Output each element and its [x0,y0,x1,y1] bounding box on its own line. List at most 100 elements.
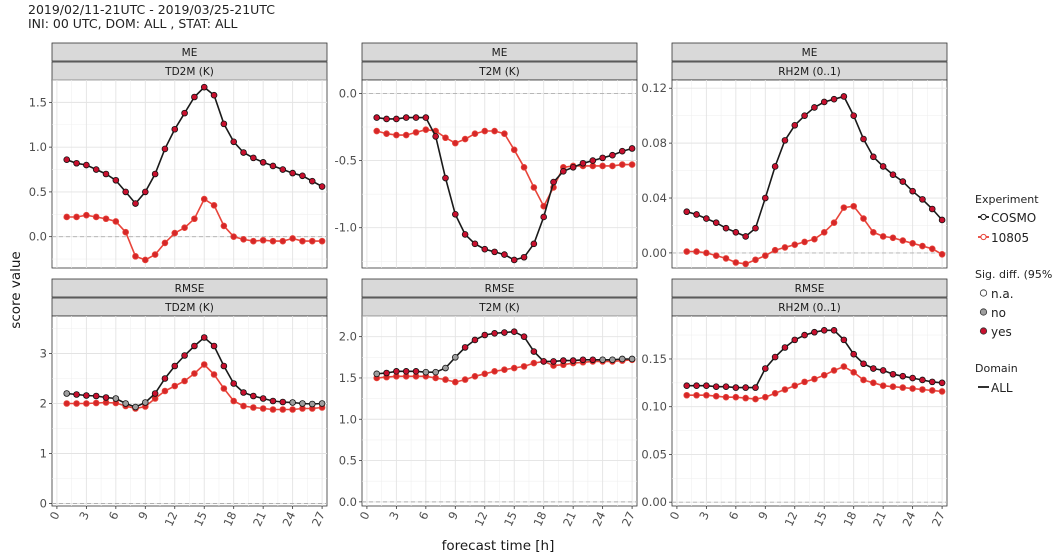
x-tick-label: 24 [279,509,298,528]
data-point-cosmo [520,253,528,261]
data-point-10805 [928,387,936,394]
data-point-cosmo [599,154,606,162]
data-point-cosmo [599,356,606,364]
data-point-cosmo [830,327,838,334]
y-tick-label: 1.5 [339,371,357,385]
data-point-cosmo [481,331,489,339]
data-point-cosmo [609,356,616,364]
data-point-cosmo [550,178,557,186]
y-tick-label: 1 [40,447,47,461]
data-point-cosmo [250,392,257,400]
data-point-cosmo [299,400,306,407]
data-point-10805 [299,237,306,245]
data-point-cosmo [919,376,926,384]
data-point-10805 [732,259,740,266]
data-point-cosmo [161,375,169,382]
data-point-10805 [92,213,100,221]
data-point-cosmo [722,383,730,390]
data-point-10805 [693,391,700,399]
data-point-cosmo [579,356,587,364]
data-point-cosmo [181,352,188,359]
variable-strip-label: TD2M (K) [164,66,214,78]
data-point-cosmo [771,163,779,170]
data-point-cosmo [83,392,90,399]
data-point-cosmo [742,384,749,391]
data-point-10805 [820,371,828,379]
data-point-10805 [703,391,710,399]
data-point-cosmo [712,219,720,227]
data-point-cosmo [550,358,557,365]
data-point-10805 [210,371,218,378]
data-point-cosmo [928,205,936,213]
data-point-cosmo [269,162,277,170]
data-point-cosmo [412,368,420,375]
x-tick-label: 21 [560,509,579,528]
stat-strip [51,278,328,298]
data-point-cosmo [132,403,139,411]
data-point-10805 [200,195,208,203]
data-point-cosmo [373,370,381,378]
legend-sig-title: Sig. diff. (95%) [975,268,1052,281]
data-point-cosmo [491,248,498,256]
data-point-cosmo [73,159,80,167]
legend-experiment-10805-label: 10805 [991,231,1030,245]
data-point-10805 [220,222,228,230]
data-point-cosmo [909,374,916,382]
y-tick-label: 0.0 [339,495,357,509]
data-point-cosmo [289,169,296,177]
data-point-cosmo [122,400,129,407]
data-point-cosmo [432,133,439,140]
data-point-cosmo [308,400,316,408]
data-point-cosmo [481,245,489,253]
data-point-10805 [432,374,439,382]
y-tick-label: 0.5 [29,185,47,199]
x-tick-label: 12 [782,509,801,528]
data-point-10805 [909,239,916,247]
data-point-cosmo [801,112,808,119]
data-point-10805 [919,242,926,250]
data-point-cosmo [712,383,720,390]
x-tick-label: 15 [501,509,520,528]
data-point-cosmo [92,392,100,400]
y-tick-label: 0.15 [641,352,667,366]
variable-strip-label: RH2M (0..1) [778,302,841,314]
data-point-cosmo [589,356,597,364]
data-point-10805 [279,406,287,413]
panel-6: RMSE RH2M (0..1) 0.00 0.05 0.10 0.15 0 3 6 9 12 15 1… [641,278,948,529]
data-point-10805 [919,386,926,393]
data-point-cosmo [909,187,916,195]
data-point-cosmo [762,194,769,202]
data-point-cosmo [220,362,228,370]
data-point-cosmo [742,233,749,240]
data-point-cosmo [461,344,469,351]
y-tick-label: -0.5 [335,154,357,168]
data-point-10805 [151,251,159,258]
data-point-cosmo [230,138,237,146]
stat-strip-label: RMSE [485,283,515,295]
data-point-cosmo [569,357,577,364]
data-point-10805 [171,229,179,237]
data-point-10805 [928,245,936,253]
data-point-cosmo [112,176,120,184]
data-point-10805 [609,162,616,170]
stat-strip-label: RMSE [175,283,205,295]
data-point-cosmo [240,389,247,396]
data-point-10805 [112,218,120,225]
x-tick-label: 6 [106,509,122,522]
data-point-cosmo [889,370,897,378]
data-point-10805 [289,235,296,242]
data-point-cosmo [250,154,257,162]
x-tick-label: 21 [250,509,269,528]
y-tick-label: 0.04 [641,191,667,205]
data-point-10805 [722,255,730,262]
stat-strip-label: ME [802,47,818,59]
legend-sig-marker [979,308,988,316]
y-axis-title: score value [8,251,24,328]
x-tick-label: 3 [696,509,712,522]
data-point-cosmo [142,188,149,196]
data-point-cosmo [220,120,228,128]
data-point-cosmo [732,384,740,391]
stat-strip [361,278,638,298]
data-point-cosmo [860,135,867,143]
